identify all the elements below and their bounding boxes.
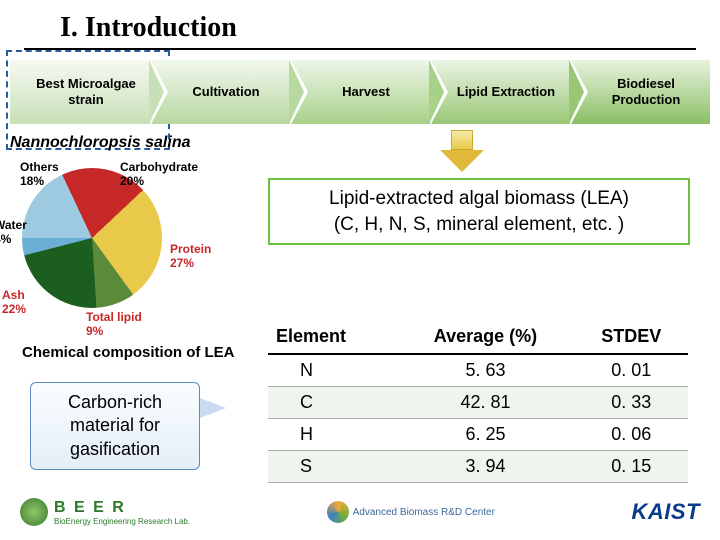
down-arrow-icon — [440, 130, 484, 174]
lea-line1: Lipid-extracted algal biomass (LEA) — [329, 188, 629, 209]
table-row: C42. 810. 33 — [268, 387, 688, 419]
process-flow: Best Microalgae strain Cultivation Harve… — [0, 60, 720, 124]
section-title: I. Introduction — [0, 0, 720, 48]
footer: B E E R BioEnergy Engineering Research L… — [0, 490, 720, 534]
logo-abc: Advanced Biomass R&D Center — [327, 501, 495, 523]
abc-text: Advanced Biomass R&D Center — [353, 507, 495, 518]
abc-logo-icon — [327, 501, 349, 523]
table-cell: 5. 63 — [396, 354, 574, 387]
logo-kaist: KAIST — [631, 499, 700, 525]
table-cell: H — [268, 419, 396, 451]
beer-text: B E E R — [54, 499, 190, 517]
table-cell: 0. 15 — [575, 451, 688, 483]
pie-label: Total lipid9% — [86, 310, 142, 338]
flow-stage-strain: Best Microalgae strain — [10, 60, 150, 124]
flow-stage-cultivation: Cultivation — [150, 60, 290, 124]
table-row: N5. 630. 01 — [268, 354, 688, 387]
pie-label: Protein27% — [170, 242, 211, 270]
pie-label: Ash22% — [2, 288, 26, 316]
table-cell: 3. 94 — [396, 451, 574, 483]
pie-label: Others18% — [20, 160, 59, 188]
beer-logo-icon — [20, 498, 48, 526]
table-cell: 42. 81 — [396, 387, 574, 419]
th-element: Element — [268, 320, 396, 354]
th-average: Average (%) — [396, 320, 574, 354]
table-cell: C — [268, 387, 396, 419]
table-cell: 0. 01 — [575, 354, 688, 387]
flow-stage-biodiesel: Biodiesel Production — [570, 60, 710, 124]
table-cell: 0. 33 — [575, 387, 688, 419]
table-cell: 6. 25 — [396, 419, 574, 451]
table-cell: S — [268, 451, 396, 483]
chem-composition-label: Chemical composition of LEA — [22, 344, 235, 361]
th-stdev: STDEV — [575, 320, 688, 354]
composition-pie-chart — [22, 168, 162, 308]
table-cell: 0. 06 — [575, 419, 688, 451]
table-row: S3. 940. 15 — [268, 451, 688, 483]
lea-line2: (C, H, N, S, mineral element, etc. ) — [334, 214, 624, 235]
table-cell: N — [268, 354, 396, 387]
species-name: Nannochloropsis salina — [10, 134, 190, 152]
callout-box: Carbon-rich material for gasification — [30, 382, 200, 470]
flow-stage-harvest: Harvest — [290, 60, 430, 124]
callout-tail-icon — [200, 398, 226, 418]
beer-subtext: BioEnergy Engineering Research Lab. — [54, 517, 190, 526]
table-row: H6. 250. 06 — [268, 419, 688, 451]
composition-table: Element Average (%) STDEV N5. 630. 01C42… — [268, 320, 688, 483]
logo-beer: B E E R BioEnergy Engineering Research L… — [20, 498, 190, 526]
flow-stage-lipid: Lipid Extraction — [430, 60, 570, 124]
pie-label: Carbohydrate20% — [120, 160, 198, 188]
pie-label: Water4% — [0, 218, 27, 246]
lea-description-box: Lipid-extracted algal biomass (LEA) (C, … — [268, 178, 690, 245]
